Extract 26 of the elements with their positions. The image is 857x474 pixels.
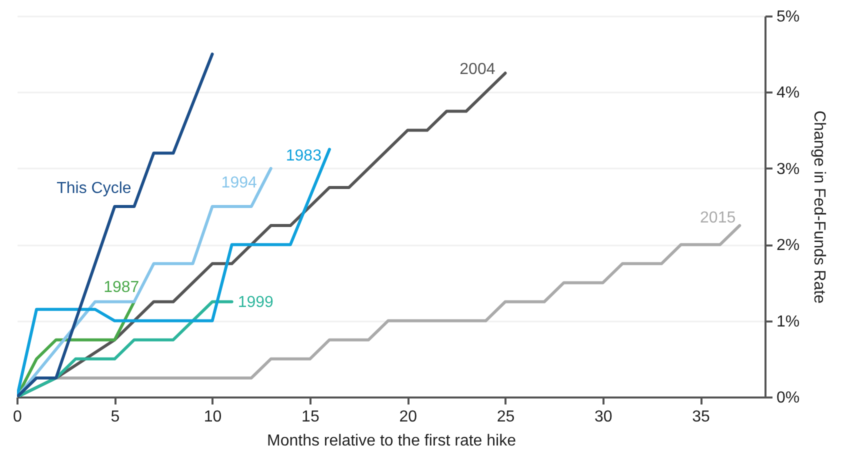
x-axis-title: Months relative to the first rate hike — [267, 432, 516, 450]
series-label: 2004 — [460, 61, 496, 78]
line-series — [17, 52, 214, 397]
series-label: 2015 — [700, 210, 736, 227]
x-tick-label: 30 — [594, 408, 612, 426]
y-tick-label: 3% — [776, 160, 800, 178]
line-series — [17, 148, 331, 397]
x-tick-label: 0 — [13, 408, 22, 426]
x-tick-label: 10 — [204, 408, 222, 426]
series-label: 1994 — [221, 174, 257, 192]
x-tick-label: 35 — [692, 408, 710, 426]
x-tick-label: 15 — [302, 408, 320, 426]
line-series — [17, 300, 234, 397]
y-axis-title: Change in Fed-Funds Rate — [810, 110, 828, 304]
series-label: This Cycle — [56, 180, 132, 198]
y-tick-label: 4% — [776, 84, 800, 102]
series-label: 1987 — [104, 278, 140, 296]
x-tick-label: 20 — [399, 408, 418, 426]
x-tick-label: 25 — [496, 408, 515, 426]
y-tick-label: 2% — [776, 237, 800, 254]
y-tick-label: 0% — [776, 390, 800, 406]
x-tick-label: 5 — [110, 408, 120, 426]
series-label: 1983 — [286, 147, 322, 164]
series-label: 1999 — [238, 294, 274, 311]
y-tick-label: 5% — [776, 8, 800, 26]
y-tick-label: 1% — [776, 313, 800, 330]
